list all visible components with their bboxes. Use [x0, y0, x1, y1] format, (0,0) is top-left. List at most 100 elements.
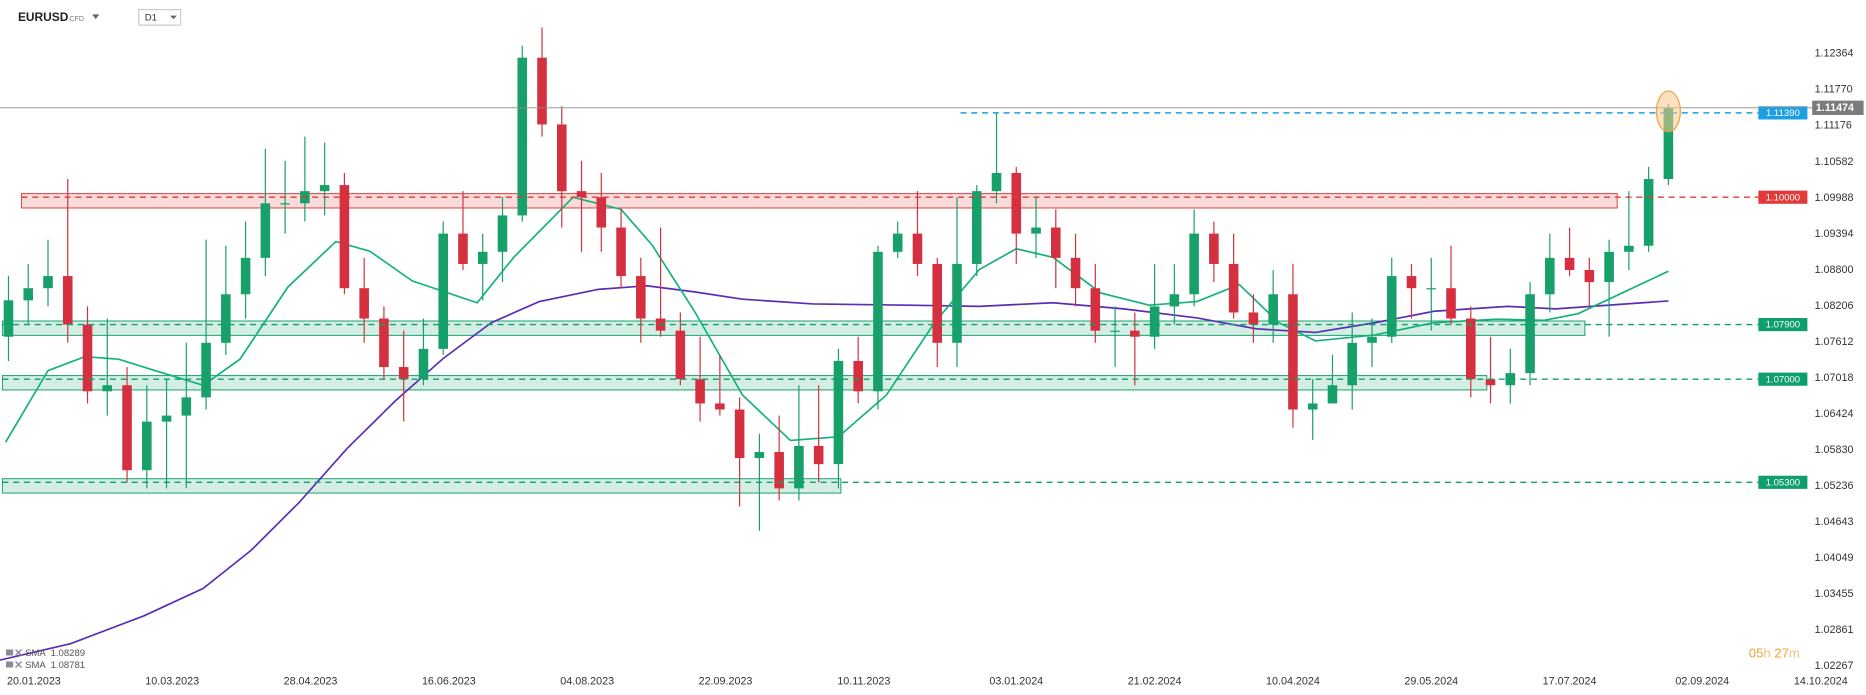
- legend-value: 1.08289: [51, 648, 86, 659]
- candle-body: [1110, 330, 1120, 332]
- candle-body: [794, 445, 804, 489]
- candle-body: [1386, 276, 1397, 337]
- candle-body: [221, 294, 231, 343]
- candle-body: [774, 451, 784, 489]
- candle-body: [1149, 306, 1160, 337]
- legend-entry: SMA 1.08289: [25, 648, 85, 659]
- candle-body: [1011, 172, 1022, 234]
- y-tick-label: 1.04643: [1815, 516, 1854, 528]
- candle-body: [1663, 107, 1674, 180]
- y-tick-label: 1.06424: [1815, 408, 1854, 420]
- candle-body: [1248, 312, 1259, 325]
- legend-name: SMA: [25, 660, 46, 671]
- candle-body: [161, 415, 172, 422]
- candle-body: [260, 203, 271, 258]
- y-tick-label: 1.02861: [1815, 624, 1854, 636]
- candle-body: [734, 409, 745, 459]
- candle-body: [1446, 288, 1456, 319]
- x-tick-label: 10.11.2023: [837, 676, 890, 688]
- candle-body: [240, 257, 251, 295]
- candle-body: [754, 451, 765, 459]
- y-tick-label: 1.09988: [1815, 192, 1854, 204]
- timer: 05h 27m: [1749, 646, 1800, 661]
- candle-body: [1070, 257, 1081, 289]
- candle-body: [1584, 270, 1595, 283]
- y-tick-label: 1.08800: [1815, 264, 1854, 276]
- candle-body: [576, 191, 587, 198]
- candle-body: [497, 215, 508, 252]
- candle-body: [62, 276, 73, 325]
- legend-icon: [5, 649, 14, 656]
- legend-value: 1.08781: [51, 660, 86, 671]
- zone: [1, 478, 842, 494]
- candle-body: [201, 342, 211, 398]
- y-tick-label: 1.10582: [1815, 156, 1854, 168]
- level-label: 1.11390: [1766, 108, 1800, 119]
- level-label: 1.07000: [1766, 374, 1801, 385]
- candle-body: [1031, 227, 1041, 234]
- candle-body: [833, 360, 844, 465]
- x-tick-label: 22.09.2023: [699, 676, 753, 688]
- candle-body: [932, 263, 943, 343]
- candle-body: [339, 185, 350, 289]
- candle-body: [1604, 251, 1614, 283]
- y-tick-label: 1.04049: [1815, 552, 1854, 564]
- x-tick-label: 14.10.2024: [1794, 676, 1848, 688]
- y-tick-label: 1.11770: [1815, 84, 1853, 96]
- level-label: 1.07900: [1766, 320, 1801, 331]
- x-tick-label: 29.05.2024: [1404, 676, 1458, 688]
- candle-body: [1130, 330, 1140, 337]
- candle-body: [319, 185, 330, 192]
- level-label-box: [1758, 372, 1808, 386]
- legend-remove: [15, 660, 23, 668]
- candle-body: [1051, 227, 1061, 258]
- sma-line: [0, 284, 1669, 661]
- y-tick-label: 1.12364: [1815, 48, 1854, 60]
- x-tick-label: 16.06.2023: [422, 676, 476, 688]
- candle-body: [23, 288, 34, 301]
- candle-body: [1209, 233, 1219, 264]
- level-label: 1.05300: [1766, 477, 1801, 488]
- candle-body: [1228, 263, 1239, 313]
- level-label-box: [1758, 190, 1808, 204]
- candle-body: [379, 318, 389, 368]
- y-tick-label: 1.11176: [1815, 120, 1852, 132]
- legend-icon: [5, 661, 14, 668]
- candle-body: [1090, 288, 1101, 331]
- timer-m: m: [1789, 646, 1800, 661]
- candle-body: [636, 276, 646, 319]
- candle-body: [1268, 294, 1278, 325]
- candle-body: [438, 233, 448, 349]
- interval-select[interactable]: [138, 8, 182, 26]
- candle-body: [616, 227, 626, 277]
- x-tick-label: 04.08.2023: [560, 676, 614, 688]
- y-tick-label: 1.07612: [1815, 336, 1854, 348]
- candle-body: [813, 445, 824, 465]
- candle-body: [517, 57, 528, 216]
- candle-body: [280, 203, 290, 205]
- candle-body: [971, 191, 982, 264]
- candle-body: [1189, 233, 1199, 295]
- legend-remove: [15, 649, 23, 657]
- candle-body: [43, 276, 53, 289]
- candle-body: [3, 300, 14, 337]
- candle-body: [1564, 257, 1575, 271]
- symbol-dropdown[interactable]: [92, 14, 100, 20]
- highlight: [1655, 90, 1681, 133]
- candle-body: [122, 385, 132, 471]
- y-tick-label: 1.03455: [1815, 588, 1854, 600]
- candle-body: [695, 379, 705, 404]
- candle-body: [1367, 336, 1377, 343]
- symbol: EURUSD: [18, 10, 69, 24]
- candle-body: [1643, 179, 1654, 246]
- zone: [1, 375, 1488, 391]
- candle-body: [1406, 276, 1417, 289]
- candle-body: [359, 288, 369, 319]
- level-label-box: [1758, 106, 1808, 120]
- candle-body: [1307, 403, 1318, 410]
- y-tick-label: 1.07018: [1815, 372, 1854, 384]
- candle-body: [181, 397, 192, 416]
- candle-body: [715, 403, 725, 410]
- candle-body: [477, 251, 488, 264]
